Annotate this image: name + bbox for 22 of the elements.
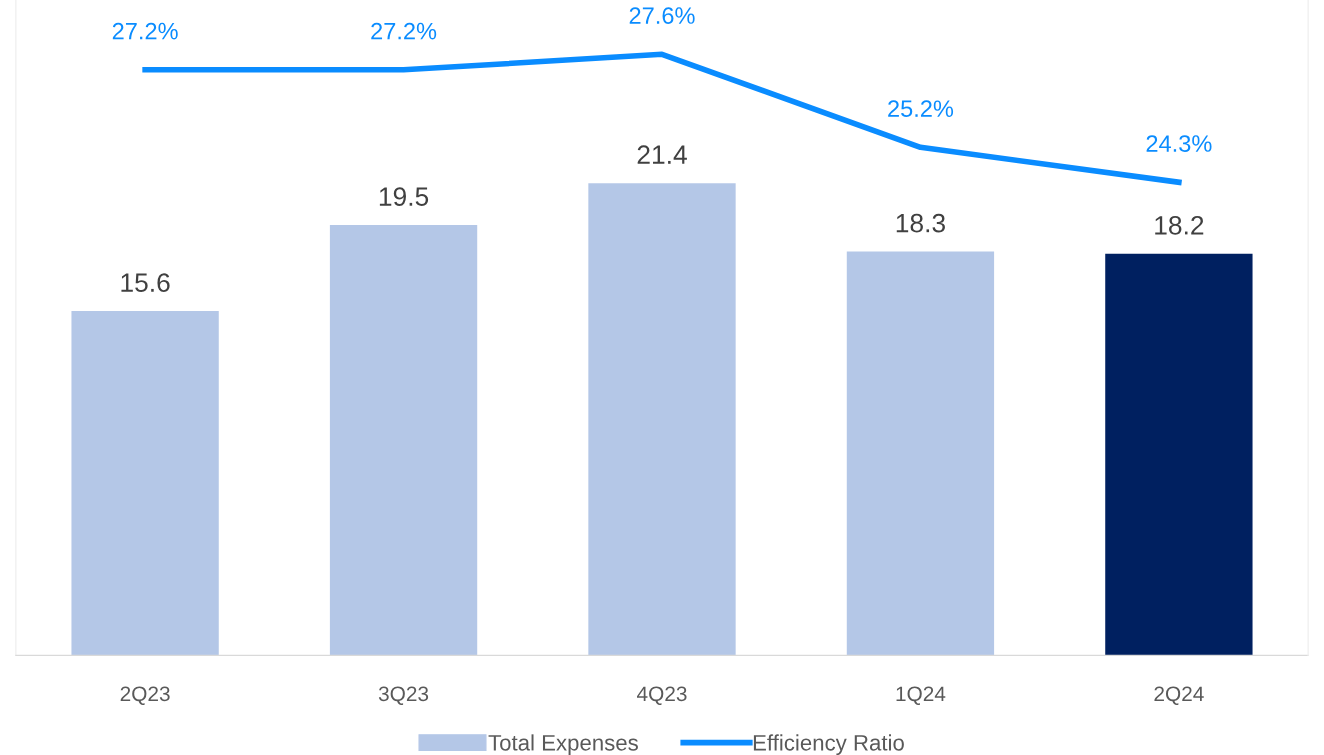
x-tick-label: 2Q23 <box>120 686 170 705</box>
x-tick-label: 1Q24 <box>896 686 946 705</box>
bar <box>846 251 995 656</box>
x-tick-label: 3Q23 <box>378 686 429 705</box>
bar <box>588 183 736 656</box>
data-label: 15.6 <box>121 273 170 293</box>
x-tick-label: 2Q24 <box>1154 686 1204 705</box>
x-tick-label: 4Q23 <box>637 686 687 705</box>
data-label: 18.2 <box>1155 215 1204 235</box>
data-label: 27.2% <box>112 22 178 40</box>
data-label: 27.6% <box>629 7 695 24</box>
data-label: 25.2% <box>888 100 954 118</box>
data-label: 18.3 <box>896 213 945 233</box>
data-label: 21.4 <box>637 145 687 164</box>
bar <box>1105 253 1253 656</box>
bar <box>329 225 478 656</box>
bar <box>71 311 219 656</box>
data-label: 19.5 <box>379 187 429 206</box>
legend-label: Total Expenses <box>488 734 638 755</box>
data-label: 27.2% <box>371 22 437 40</box>
legend-label: Efficiency Ratio <box>753 734 904 755</box>
data-label: 24.3% <box>1146 135 1212 152</box>
